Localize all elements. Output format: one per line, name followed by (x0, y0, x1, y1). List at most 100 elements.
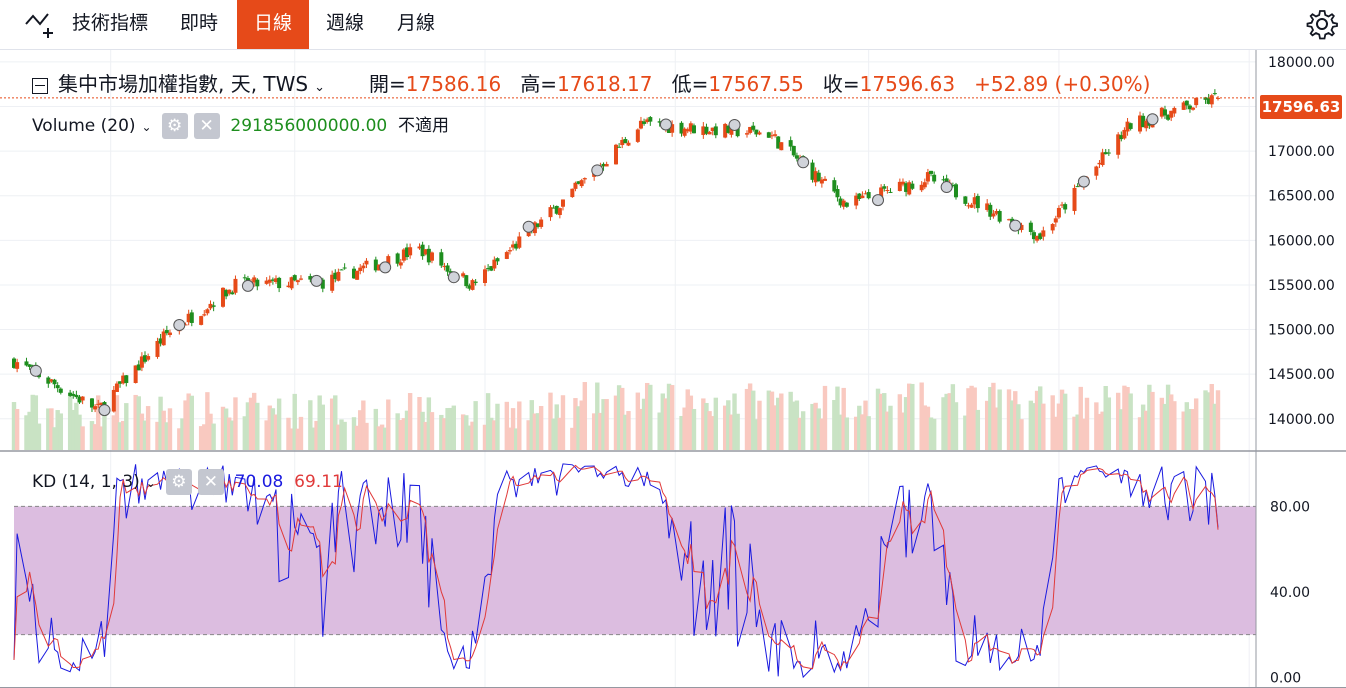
volume-bar (1038, 386, 1043, 450)
event-marker[interactable] (173, 319, 186, 332)
volume-bar (972, 387, 977, 450)
volume-bar (314, 420, 319, 450)
volume-bar (308, 400, 313, 450)
volume-bar (242, 416, 248, 450)
close-icon[interactable]: ✕ (193, 113, 220, 139)
event-marker[interactable] (29, 364, 42, 377)
volume-bar (931, 418, 937, 450)
candle (52, 379, 57, 385)
volume-bar (620, 387, 625, 450)
volume-bar (910, 383, 915, 450)
event-marker[interactable] (872, 194, 885, 207)
collapse-icon[interactable] (32, 77, 48, 94)
open-value: 17586.16 (405, 72, 502, 96)
volume-bar (133, 394, 138, 450)
chevron-down-icon[interactable]: ⌄ (314, 80, 326, 95)
candle (1203, 97, 1208, 100)
volume-bar (1212, 403, 1218, 450)
chevron-down-icon[interactable]: ⌄ (145, 476, 156, 490)
event-marker[interactable] (1009, 219, 1022, 232)
event-marker[interactable] (797, 156, 810, 169)
chart-area[interactable]: 18000.0017500.0017000.0016500.0016000.00… (0, 50, 1346, 688)
volume-bar (364, 422, 369, 450)
candle (885, 189, 890, 191)
event-marker[interactable] (940, 181, 953, 194)
event-marker[interactable] (241, 279, 254, 292)
price-tick-label: 14000.00 (1268, 412, 1335, 428)
volume-bar (1150, 391, 1155, 450)
volume-bar (573, 398, 578, 450)
candle (879, 187, 884, 199)
volume-bar (361, 400, 366, 450)
volume-bar (379, 424, 385, 450)
event-marker[interactable] (591, 164, 604, 177)
candle (679, 122, 684, 134)
volume-bar (641, 398, 647, 450)
volume-bar (46, 408, 51, 450)
volume-bar (576, 406, 581, 450)
close-icon[interactable]: ✕ (197, 469, 224, 495)
candle (929, 170, 934, 174)
kd-label[interactable]: KD (14, 1, 3) (32, 472, 140, 492)
candle (570, 188, 575, 198)
volume-bar (442, 418, 447, 450)
candle (124, 375, 129, 383)
volume-label[interactable]: Volume (20) (32, 116, 136, 136)
event-marker[interactable] (310, 274, 323, 287)
volume-bar (198, 426, 204, 450)
gear-icon[interactable] (1306, 8, 1338, 40)
volume-bar (71, 409, 76, 450)
volume-bar (732, 393, 737, 450)
volume-bar (124, 403, 129, 450)
candle (860, 195, 865, 199)
volume-bar (376, 426, 382, 450)
tab-daily[interactable]: 日線 (237, 0, 309, 49)
event-marker[interactable] (659, 118, 672, 131)
close-value: 17596.63 (859, 72, 956, 96)
volume-bar (579, 400, 584, 450)
event-marker[interactable] (447, 271, 460, 284)
candle (779, 142, 784, 151)
event-marker[interactable] (98, 404, 111, 417)
candle (1125, 121, 1130, 132)
candle (376, 264, 381, 271)
volume-bar (208, 413, 213, 450)
tab-realtime[interactable]: 即時 (179, 12, 218, 34)
event-marker[interactable] (379, 261, 392, 274)
volume-bar (919, 382, 924, 450)
tab-weekly[interactable]: 週線 (325, 12, 364, 34)
candle (164, 330, 169, 334)
candle (682, 128, 687, 136)
volume-bar (1097, 413, 1102, 450)
candle (420, 244, 425, 257)
volume-bar (941, 397, 946, 450)
candle (361, 265, 366, 269)
candle (751, 125, 756, 130)
volume-bar (598, 412, 603, 450)
volume-bar (158, 396, 163, 450)
indicators-button[interactable]: 技術指標 (71, 12, 148, 34)
candle (710, 127, 715, 132)
volume-bar (832, 400, 837, 450)
chevron-down-icon[interactable]: ⌄ (141, 120, 152, 134)
candle (146, 356, 151, 360)
event-marker[interactable] (522, 220, 535, 233)
event-marker[interactable] (1146, 113, 1159, 126)
event-marker[interactable] (1077, 175, 1090, 188)
volume-bar (928, 417, 934, 450)
volume-bar (1009, 400, 1015, 450)
volume-bar (1050, 395, 1055, 450)
tab-monthly[interactable]: 月線 (396, 12, 435, 34)
volume-bar (1128, 393, 1133, 450)
candle (208, 303, 213, 309)
candle (1216, 97, 1220, 99)
symbol-label[interactable]: 集中市場加權指數, 天, TWS (58, 72, 309, 96)
settings-icon[interactable]: ⚙ (161, 113, 188, 139)
settings-icon[interactable]: ⚙ (165, 469, 192, 495)
event-marker[interactable] (728, 118, 741, 131)
indicator-add-icon[interactable] (24, 10, 60, 40)
last-price-tag: 17596.63 (1260, 95, 1342, 119)
volume-bar (644, 382, 650, 450)
candle (966, 205, 971, 207)
candle (224, 290, 229, 297)
